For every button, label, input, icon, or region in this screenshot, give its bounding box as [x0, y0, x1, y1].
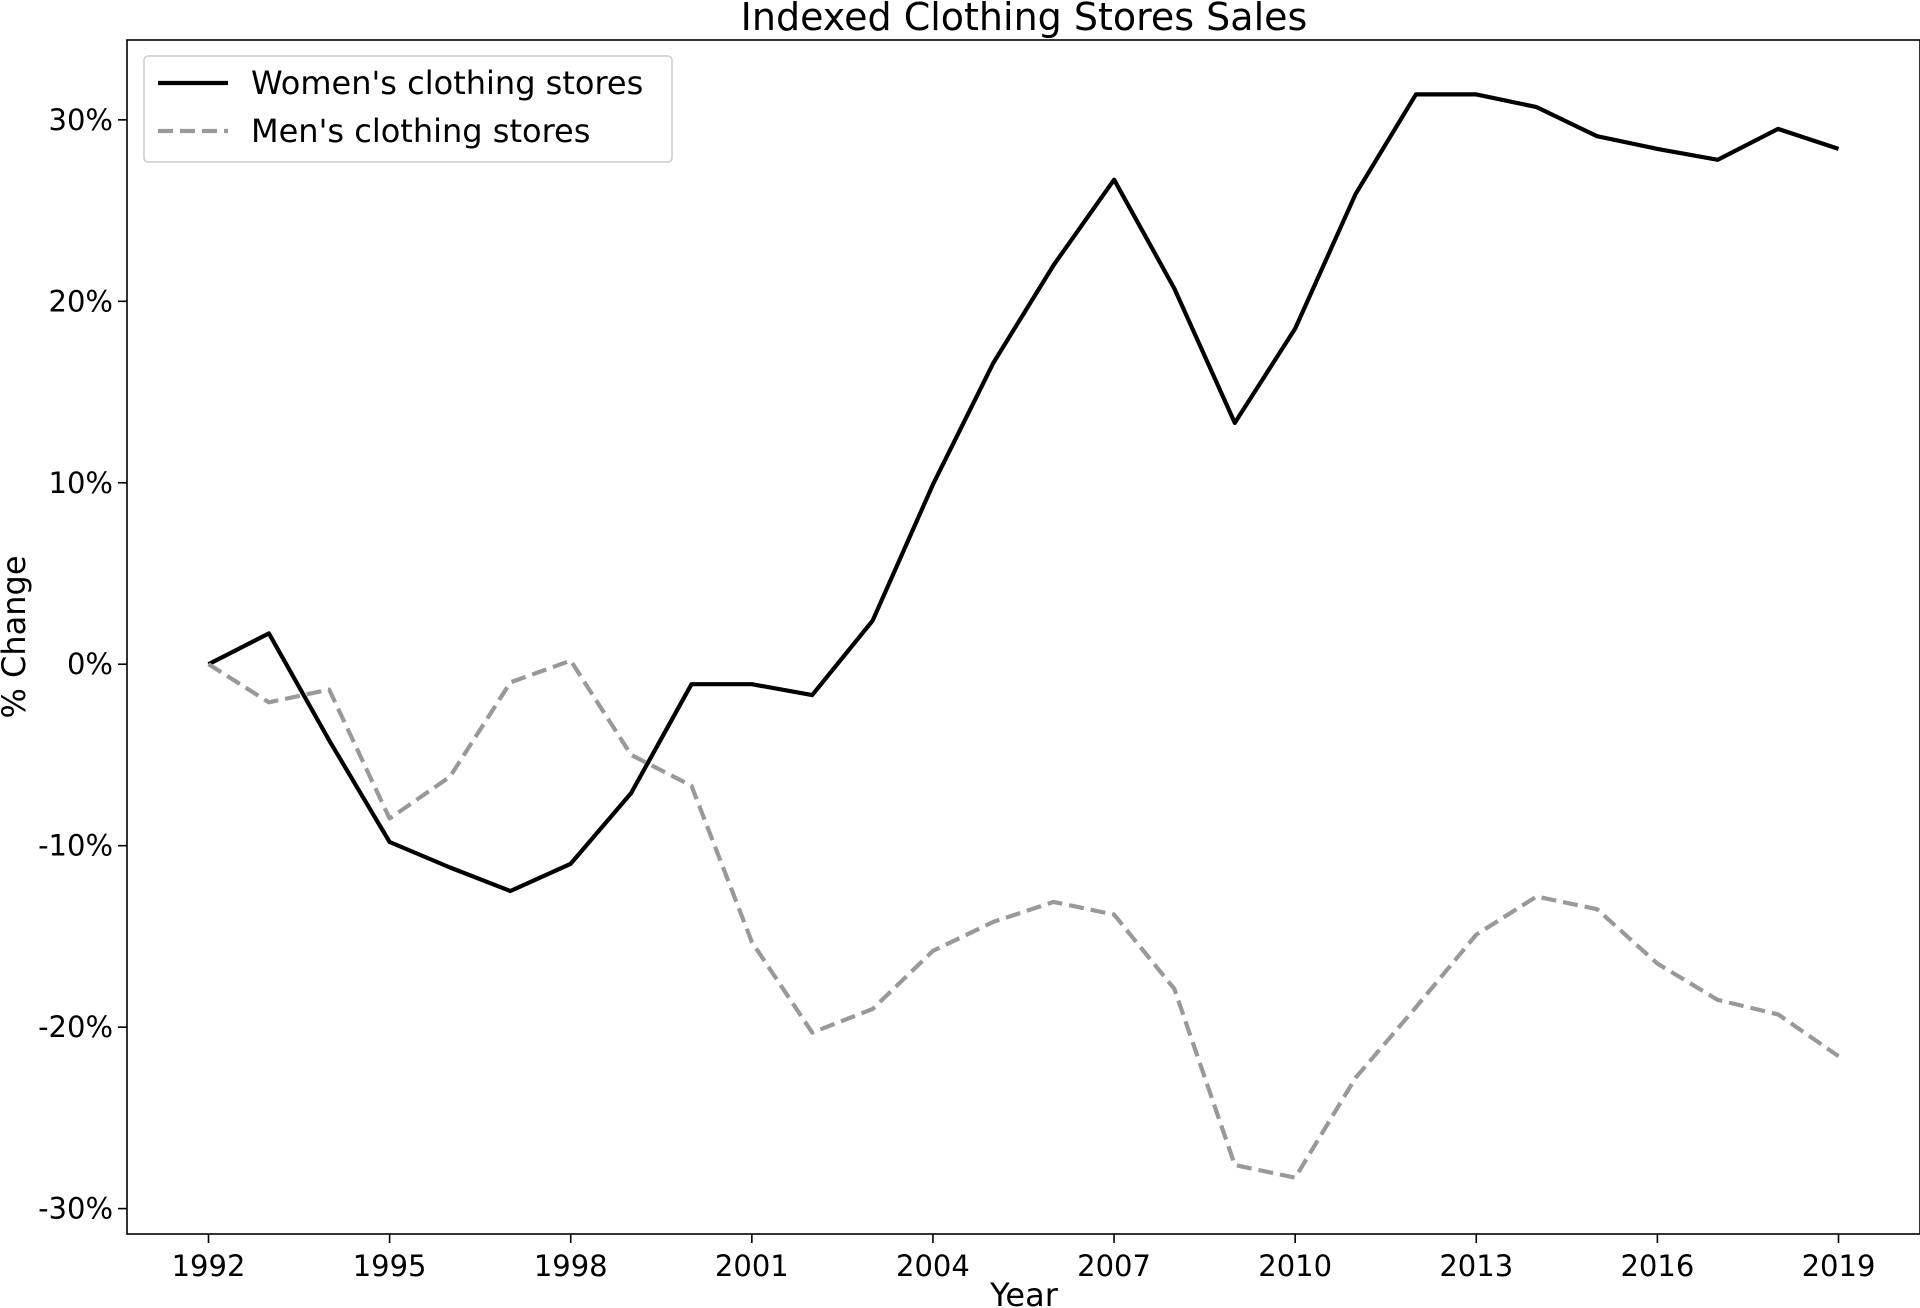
y-tick-label: 10% — [49, 466, 113, 500]
series-line-mens — [207, 658, 1840, 1180]
y-axis-title: % Change — [0, 555, 33, 718]
x-tick-label: 1992 — [172, 1249, 246, 1283]
x-tick-label: 1995 — [353, 1249, 427, 1283]
legend-label-womens: Women's clothing stores — [251, 64, 643, 102]
legend-label-mens: Men's clothing stores — [251, 112, 590, 150]
x-tick-label: 1998 — [534, 1249, 608, 1283]
legend: Women's clothing stores Men's clothing s… — [143, 55, 673, 163]
y-tick-label: -20% — [38, 1010, 113, 1044]
y-tick-label: 30% — [49, 103, 113, 137]
y-tick-label: -10% — [38, 829, 113, 863]
series-line-womens — [207, 92, 1840, 894]
x-tick-label: 2007 — [1077, 1249, 1151, 1283]
x-tick-label: 2010 — [1258, 1249, 1332, 1283]
y-tick-label: -30% — [38, 1192, 113, 1226]
x-tick-label: 2004 — [896, 1249, 970, 1283]
x-tick-label: 2001 — [715, 1249, 789, 1283]
chart-title: Indexed Clothing Stores Sales — [741, 0, 1308, 39]
series-layer — [207, 92, 1840, 1180]
y-tick-label: 20% — [49, 284, 113, 318]
x-tick-label: 2013 — [1439, 1249, 1513, 1283]
x-axis: 1992 1995 1998 2001 2004 2007 2010 2013 2016 2019 — [172, 1234, 1876, 1283]
x-tick-label: 2016 — [1620, 1249, 1694, 1283]
y-axis: -30% -20% -10% 0% 10% 20% 30% — [38, 103, 127, 1226]
plot-area-frame — [126, 39, 1920, 1235]
x-tick-label: 2019 — [1802, 1249, 1876, 1283]
x-axis-title: Year — [989, 1276, 1059, 1308]
y-tick-label: 0% — [67, 647, 113, 681]
legend-box — [143, 55, 673, 163]
